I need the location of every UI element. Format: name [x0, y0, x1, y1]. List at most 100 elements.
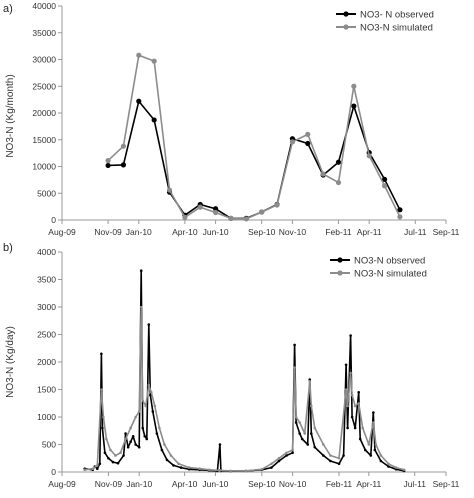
b-series-0-point-18: [139, 269, 143, 273]
panel-a-chart: a) NO3-N (Kg/month) 0 5000 10000 15000 20000…: [3, 1, 460, 237]
b-y-tick-label: 500: [42, 440, 56, 450]
b-series-0-point-27: [165, 458, 169, 462]
b-x-tick-label: Nov-09: [95, 479, 123, 489]
b-legend-label-1: NO3-N simulated: [354, 269, 427, 280]
b-series-1-point-54: [379, 454, 383, 457]
b-series-1-point-6: [109, 448, 112, 452]
a-series-1-point-15: [335, 179, 342, 186]
b-series-0-point-23: [149, 393, 152, 397]
b-series-1-point-4: [102, 415, 105, 419]
b-series-0-point-29: [179, 466, 183, 469]
a-y-tick-label: 20000: [32, 108, 56, 118]
b-series-line-0: [84, 269, 405, 473]
b-y-tick-label: 4000: [37, 247, 56, 257]
b-series-0-point-15: [131, 434, 135, 438]
b-series-1-point-55: [387, 462, 390, 466]
a-series-0-point-15: [335, 159, 342, 165]
b-y-tick-label: 3000: [37, 302, 56, 312]
panel-a-legend: NO3- N observed NO3-N simulated: [336, 10, 434, 34]
b-series-0-point-6: [101, 426, 104, 430]
b-series-1-point-40: [313, 426, 317, 430]
b-series-0-point-11: [122, 454, 125, 457]
b-series-1-point-3: [100, 388, 103, 391]
b-series-1-point-44: [344, 388, 348, 391]
b-series-0-point-56: [346, 426, 349, 430]
a-legend-marker-1: [343, 24, 349, 30]
b-series-1-point-39: [309, 404, 313, 408]
a-series-1-point-10: [259, 209, 265, 215]
b-series-1-point-36: [298, 421, 301, 424]
b-series-0-point-20: [143, 434, 147, 438]
b-series-1-point-29: [260, 467, 264, 471]
b-series-1-point-23: [187, 466, 191, 469]
b-series-1-point-5: [105, 437, 108, 441]
a-series-1-point-6: [197, 204, 203, 210]
b-series-0-point-8: [107, 456, 110, 460]
panel-b-y-axis-label: NO3-N (Kg/day): [5, 326, 16, 398]
b-series-1-point-57: [402, 468, 406, 472]
b-series-0-point-60: [357, 390, 361, 394]
b-x-tick-label: Jan-10: [126, 479, 152, 489]
b-series-1-point-9: [124, 437, 127, 441]
a-x-tick-label: Nov-10: [279, 227, 307, 237]
b-series-1-point-12: [137, 410, 141, 413]
b-series-1-point-15: [144, 404, 148, 408]
a-x-tick-label: Apr-11: [357, 227, 382, 237]
b-series-0-point-44: [294, 421, 298, 424]
b-x-tick-label: Jun-10: [202, 479, 228, 489]
b-series-0-point-55: [344, 363, 348, 367]
b-x-tick-label: Apr-10: [172, 479, 198, 489]
a-legend-marker-0: [343, 11, 349, 17]
a-y-tick-label: 10000: [32, 162, 56, 172]
b-series-1-point-17: [150, 390, 153, 394]
b-series-1-point-56: [394, 466, 398, 469]
b-series-0-point-65: [373, 448, 377, 452]
a-y-tick-label: 15000: [32, 135, 56, 145]
b-series-1-point-34: [293, 366, 296, 369]
b-series-0-point-40: [277, 459, 281, 463]
a-series-1-point-7: [213, 209, 219, 216]
b-series-1-point-52: [372, 421, 375, 424]
a-y-tick-label: 40000: [32, 1, 56, 11]
a-series-1-point-0: [105, 158, 111, 164]
a-y-tick-label: 30000: [32, 55, 56, 65]
a-series-1-point-19: [397, 214, 403, 220]
a-series-line-1: [107, 54, 401, 220]
b-series-1-point-51: [367, 443, 371, 446]
b-series-1-point-13: [139, 305, 143, 309]
b-series-1-point-46: [349, 371, 352, 375]
b-series-1-point-42: [329, 454, 332, 457]
a-x-tick-label: Sep-10: [248, 227, 276, 237]
b-series-1-point-31: [277, 456, 281, 460]
b-series-1-point-32: [285, 451, 288, 455]
b-series-1-point-22: [177, 462, 180, 466]
a-series-1-point-8: [228, 215, 234, 221]
a-series-1-point-1: [120, 143, 127, 149]
a-series-0-point-3: [151, 117, 157, 123]
a-series-1-point-17: [366, 153, 372, 159]
a-x-tick-label: Feb-11: [325, 227, 352, 237]
b-x-tick-label: Sep-10: [248, 479, 276, 489]
b-series-1-point-47: [350, 393, 354, 397]
b-series-0-point-17: [137, 445, 141, 449]
b-series-0-point-12: [124, 432, 127, 435]
a-series-1-point-9: [243, 216, 249, 222]
b-series-0-point-26: [160, 448, 164, 452]
b-series-0-point-42: [291, 451, 294, 455]
a-series-1-point-18: [381, 183, 388, 189]
panel-b-chart: b) NO3-N (Kg/day) 0 500 1000 1500 2000 2500 30…: [3, 242, 460, 489]
a-y-tick-label: 0: [51, 215, 56, 225]
b-series-0-point-52: [329, 459, 332, 463]
a-series-0-point-16: [351, 103, 357, 109]
b-series-1-point-18: [153, 404, 157, 408]
b-x-tick-label: Nov-10: [279, 479, 307, 489]
b-x-tick-label: Aug-09: [48, 479, 76, 489]
panel-a-axes: 0 5000 10000 15000 20000 25000 30000 35000 40000…: [32, 1, 459, 237]
a-series-1-point-3: [151, 58, 157, 64]
panel-a-y-axis-label: NO3-N (Kg/month): [5, 74, 16, 157]
panel-b-label: b): [3, 242, 13, 254]
b-series-0-point-58: [350, 415, 354, 419]
b-series-0-point-16: [134, 443, 137, 446]
b-series-1-point-49: [357, 401, 361, 405]
